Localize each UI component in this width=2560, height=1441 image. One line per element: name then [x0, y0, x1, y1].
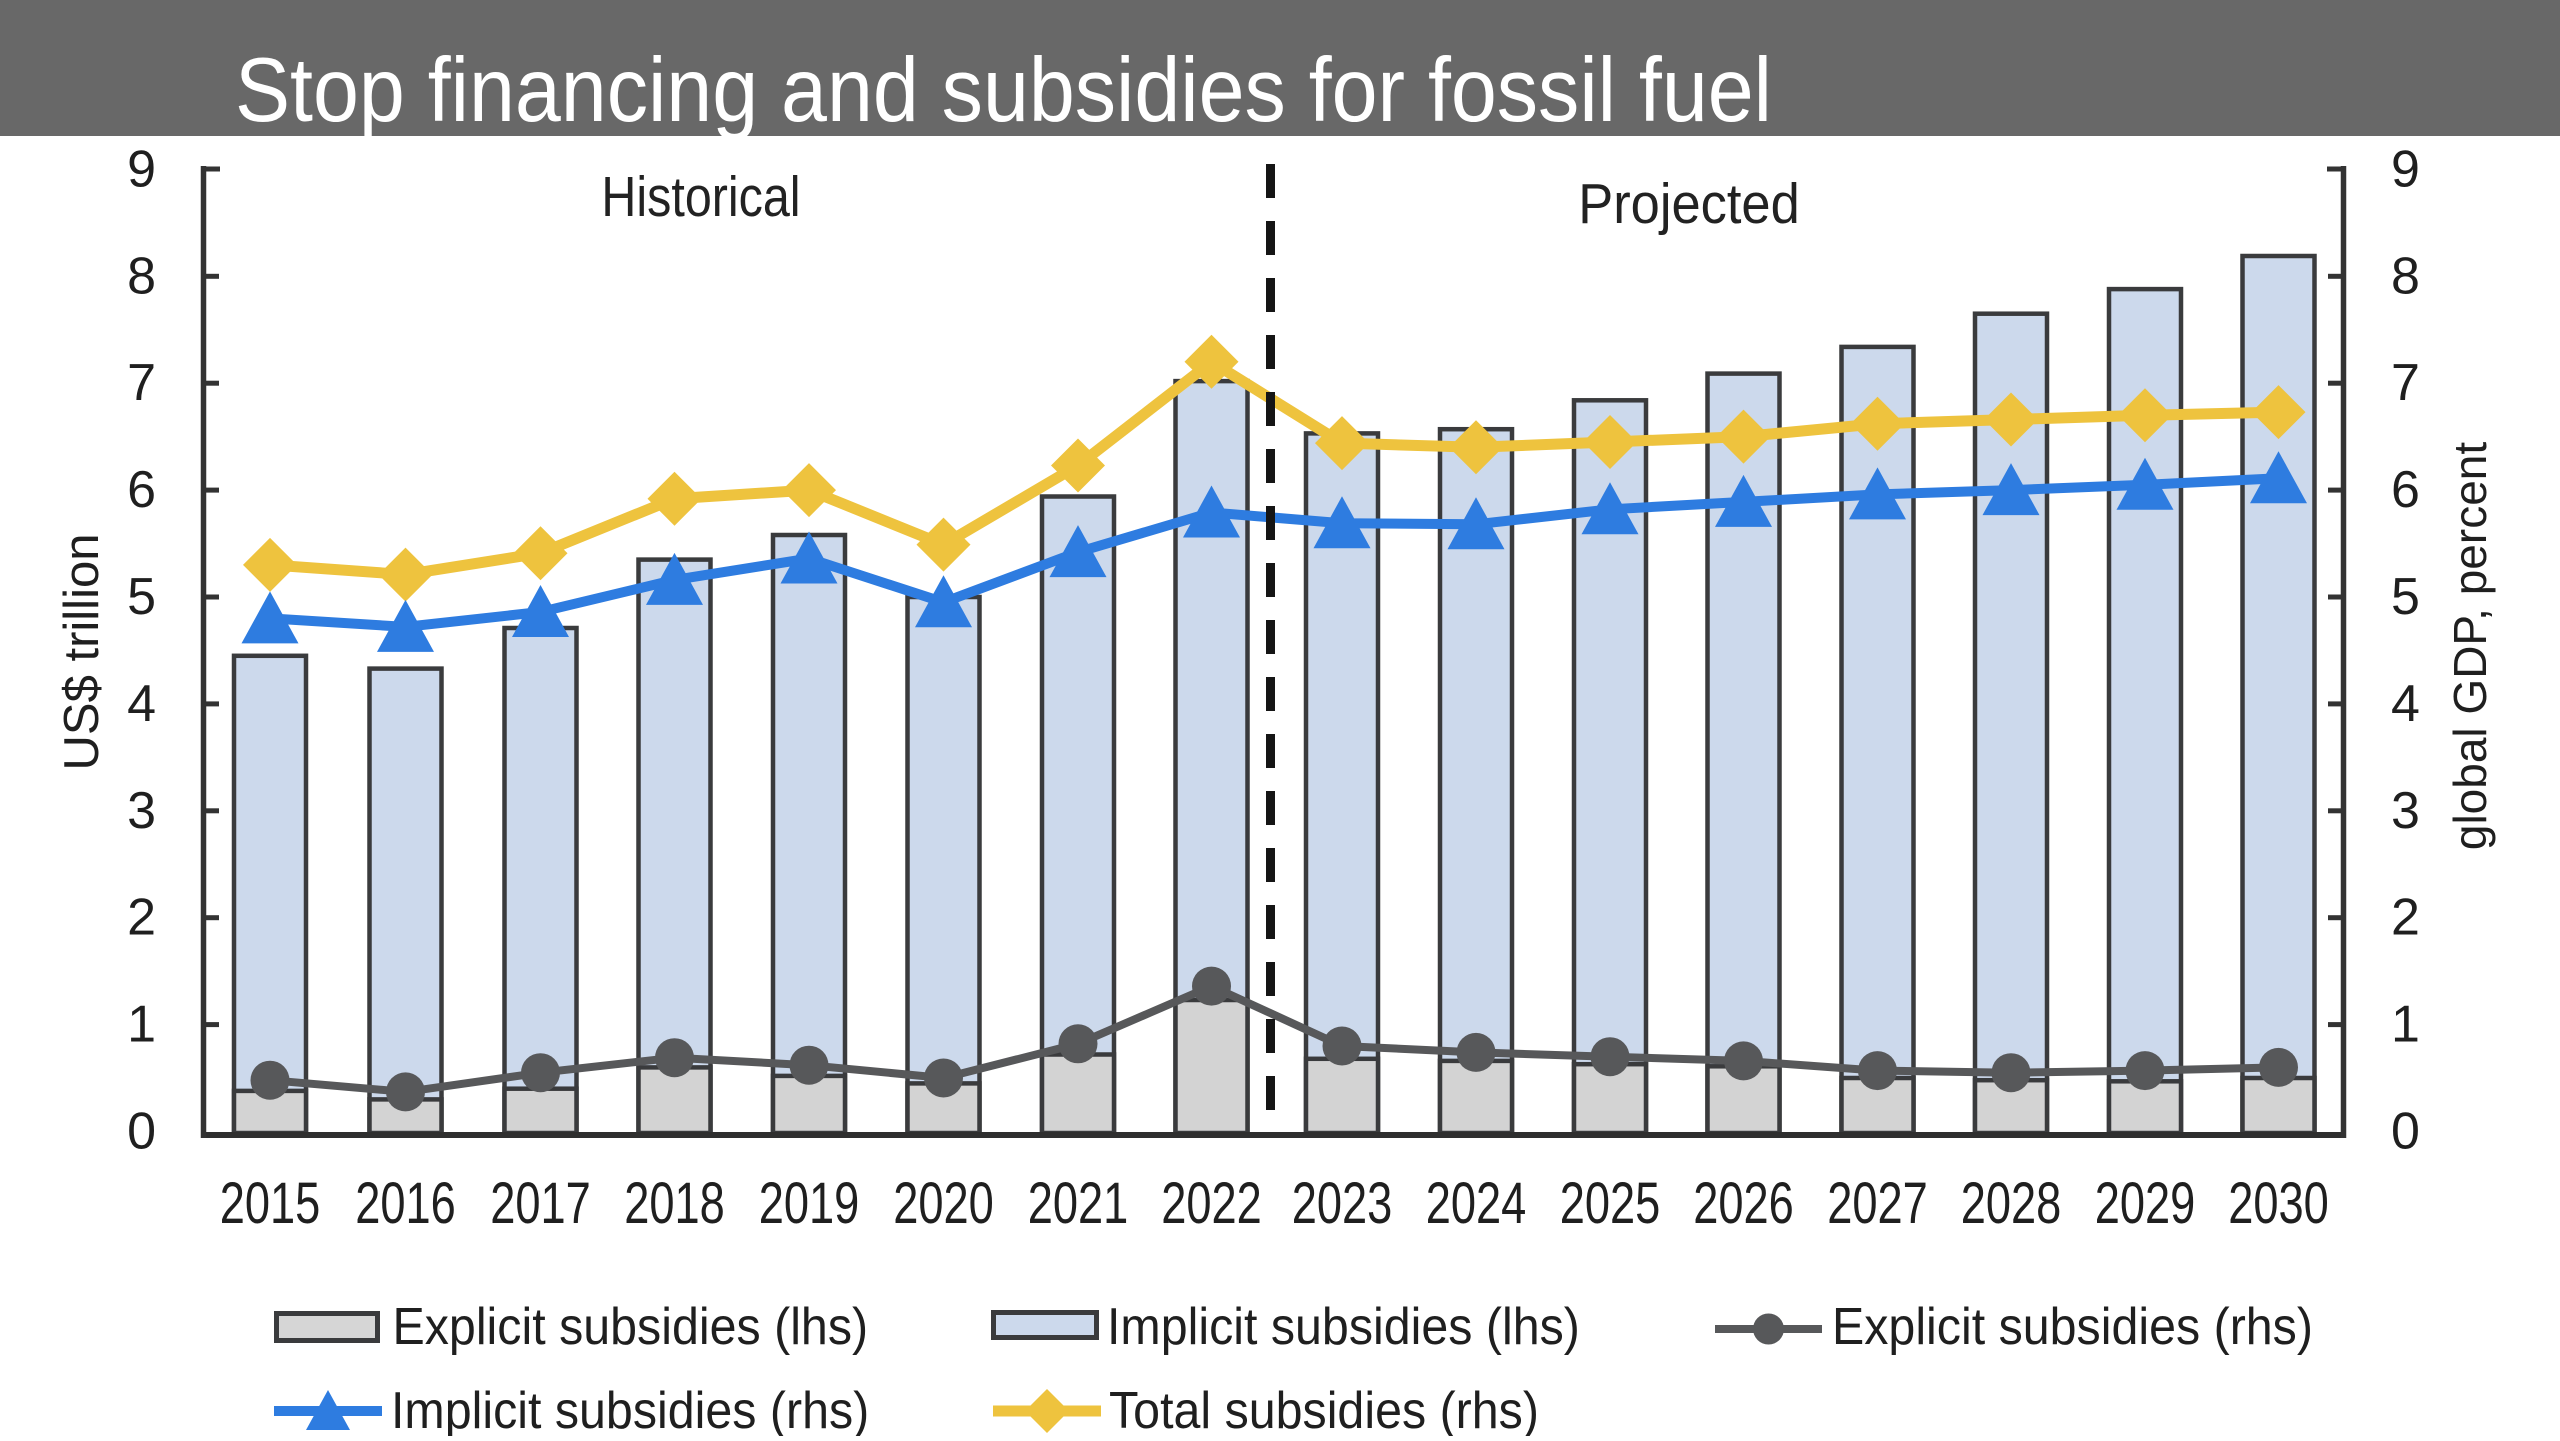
svg-text:2020: 2020 — [893, 1172, 994, 1237]
svg-text:Projected: Projected — [1578, 171, 1799, 236]
svg-text:7: 7 — [127, 354, 156, 412]
svg-text:2030: 2030 — [2228, 1172, 2329, 1237]
svg-text:2029: 2029 — [2095, 1172, 2196, 1237]
svg-text:2: 2 — [127, 889, 156, 947]
svg-text:global GDP, percent: global GDP, percent — [2444, 442, 2496, 851]
svg-text:9: 9 — [2391, 140, 2420, 198]
svg-text:Implicit subsidies (lhs): Implicit subsidies (lhs) — [1107, 1297, 1580, 1355]
svg-text:1: 1 — [127, 996, 156, 1054]
svg-text:2019: 2019 — [759, 1172, 860, 1237]
svg-text:2027: 2027 — [1827, 1172, 1928, 1237]
svg-text:9: 9 — [127, 140, 156, 198]
svg-text:2015: 2015 — [220, 1172, 321, 1237]
svg-text:3: 3 — [2391, 782, 2420, 840]
svg-text:2021: 2021 — [1028, 1172, 1129, 1237]
svg-text:2024: 2024 — [1426, 1172, 1527, 1237]
svg-text:Implicit subsidies (rhs): Implicit subsidies (rhs) — [391, 1381, 869, 1436]
svg-text:Explicit subsidies (lhs): Explicit subsidies (lhs) — [393, 1297, 869, 1355]
svg-text:US$ trillion: US$ trillion — [55, 534, 109, 771]
svg-text:0: 0 — [2391, 1103, 2420, 1161]
svg-text:1: 1 — [2391, 996, 2420, 1054]
svg-text:Explicit subsidies (rhs): Explicit subsidies (rhs) — [1832, 1297, 2313, 1355]
svg-text:7: 7 — [2391, 354, 2420, 412]
svg-text:2026: 2026 — [1693, 1172, 1794, 1237]
svg-text:Historical: Historical — [601, 165, 800, 229]
svg-text:6: 6 — [2391, 461, 2420, 519]
svg-text:4: 4 — [2391, 675, 2420, 733]
svg-text:8: 8 — [2391, 247, 2420, 305]
svg-text:2022: 2022 — [1161, 1172, 1262, 1237]
svg-text:2017: 2017 — [490, 1172, 591, 1237]
svg-text:5: 5 — [127, 568, 156, 626]
svg-text:Total subsidies (rhs): Total subsidies (rhs) — [1109, 1381, 1539, 1436]
svg-text:6: 6 — [127, 461, 156, 519]
svg-text:2: 2 — [2391, 889, 2420, 947]
svg-text:2018: 2018 — [624, 1172, 725, 1237]
svg-text:2016: 2016 — [355, 1172, 456, 1237]
svg-text:2028: 2028 — [1961, 1172, 2062, 1237]
svg-text:2025: 2025 — [1560, 1172, 1661, 1237]
svg-text:3: 3 — [127, 782, 156, 840]
svg-text:0: 0 — [127, 1103, 156, 1161]
svg-text:5: 5 — [2391, 568, 2420, 626]
svg-text:4: 4 — [127, 675, 156, 733]
svg-text:2023: 2023 — [1292, 1172, 1393, 1237]
svg-text:8: 8 — [127, 247, 156, 305]
